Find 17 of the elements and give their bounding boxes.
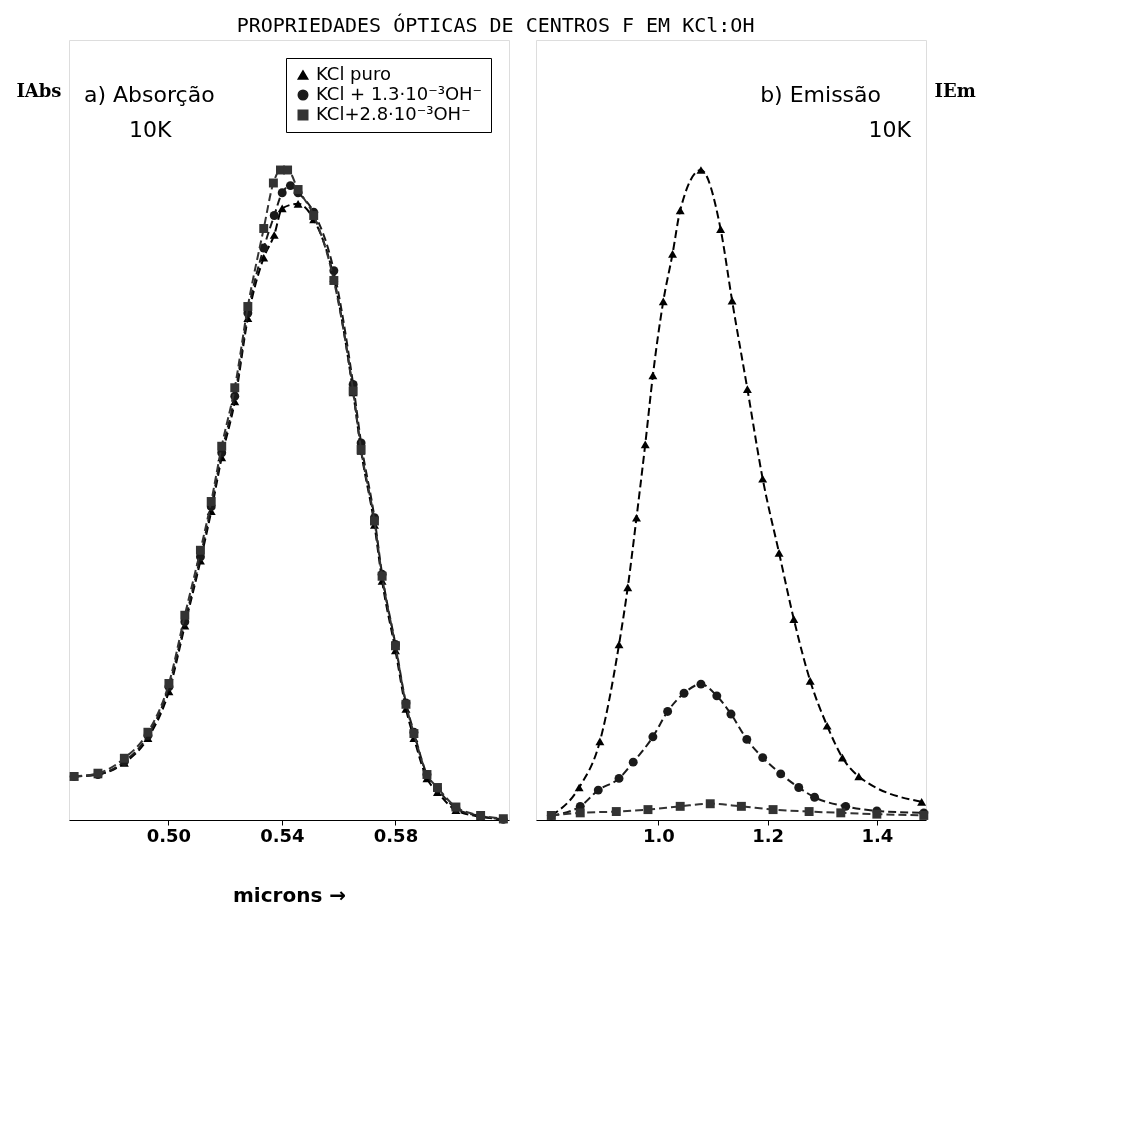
y-axis-title: IAbs: [16, 79, 62, 101]
x-tick-label: 0.58: [373, 824, 419, 846]
x-axis-title: microns →: [232, 882, 347, 907]
legend-label: KCl + 1.3·10⁻³OH⁻: [316, 83, 483, 104]
legend-label: KCl+2.8·10⁻³OH⁻: [316, 103, 471, 124]
text: b) Emissão: [760, 82, 881, 107]
text: a) Absorção: [84, 82, 215, 107]
text: 10K: [129, 117, 172, 142]
x-tick-label: 1.2: [752, 824, 785, 846]
x-tick-label: 0.50: [146, 824, 192, 846]
x-tick-label: 1.0: [642, 824, 675, 846]
text: 10K: [868, 117, 912, 142]
chart-title: PROPRIEDADES ÓPTICAS DE CENTROS F EM KCl:OH: [236, 12, 755, 37]
legend-label: KCl puro: [316, 63, 391, 84]
x-tick-label: 0.54: [260, 824, 305, 846]
y-axis-title: IEm: [934, 79, 976, 101]
x-tick-label: 1.4: [861, 824, 894, 846]
